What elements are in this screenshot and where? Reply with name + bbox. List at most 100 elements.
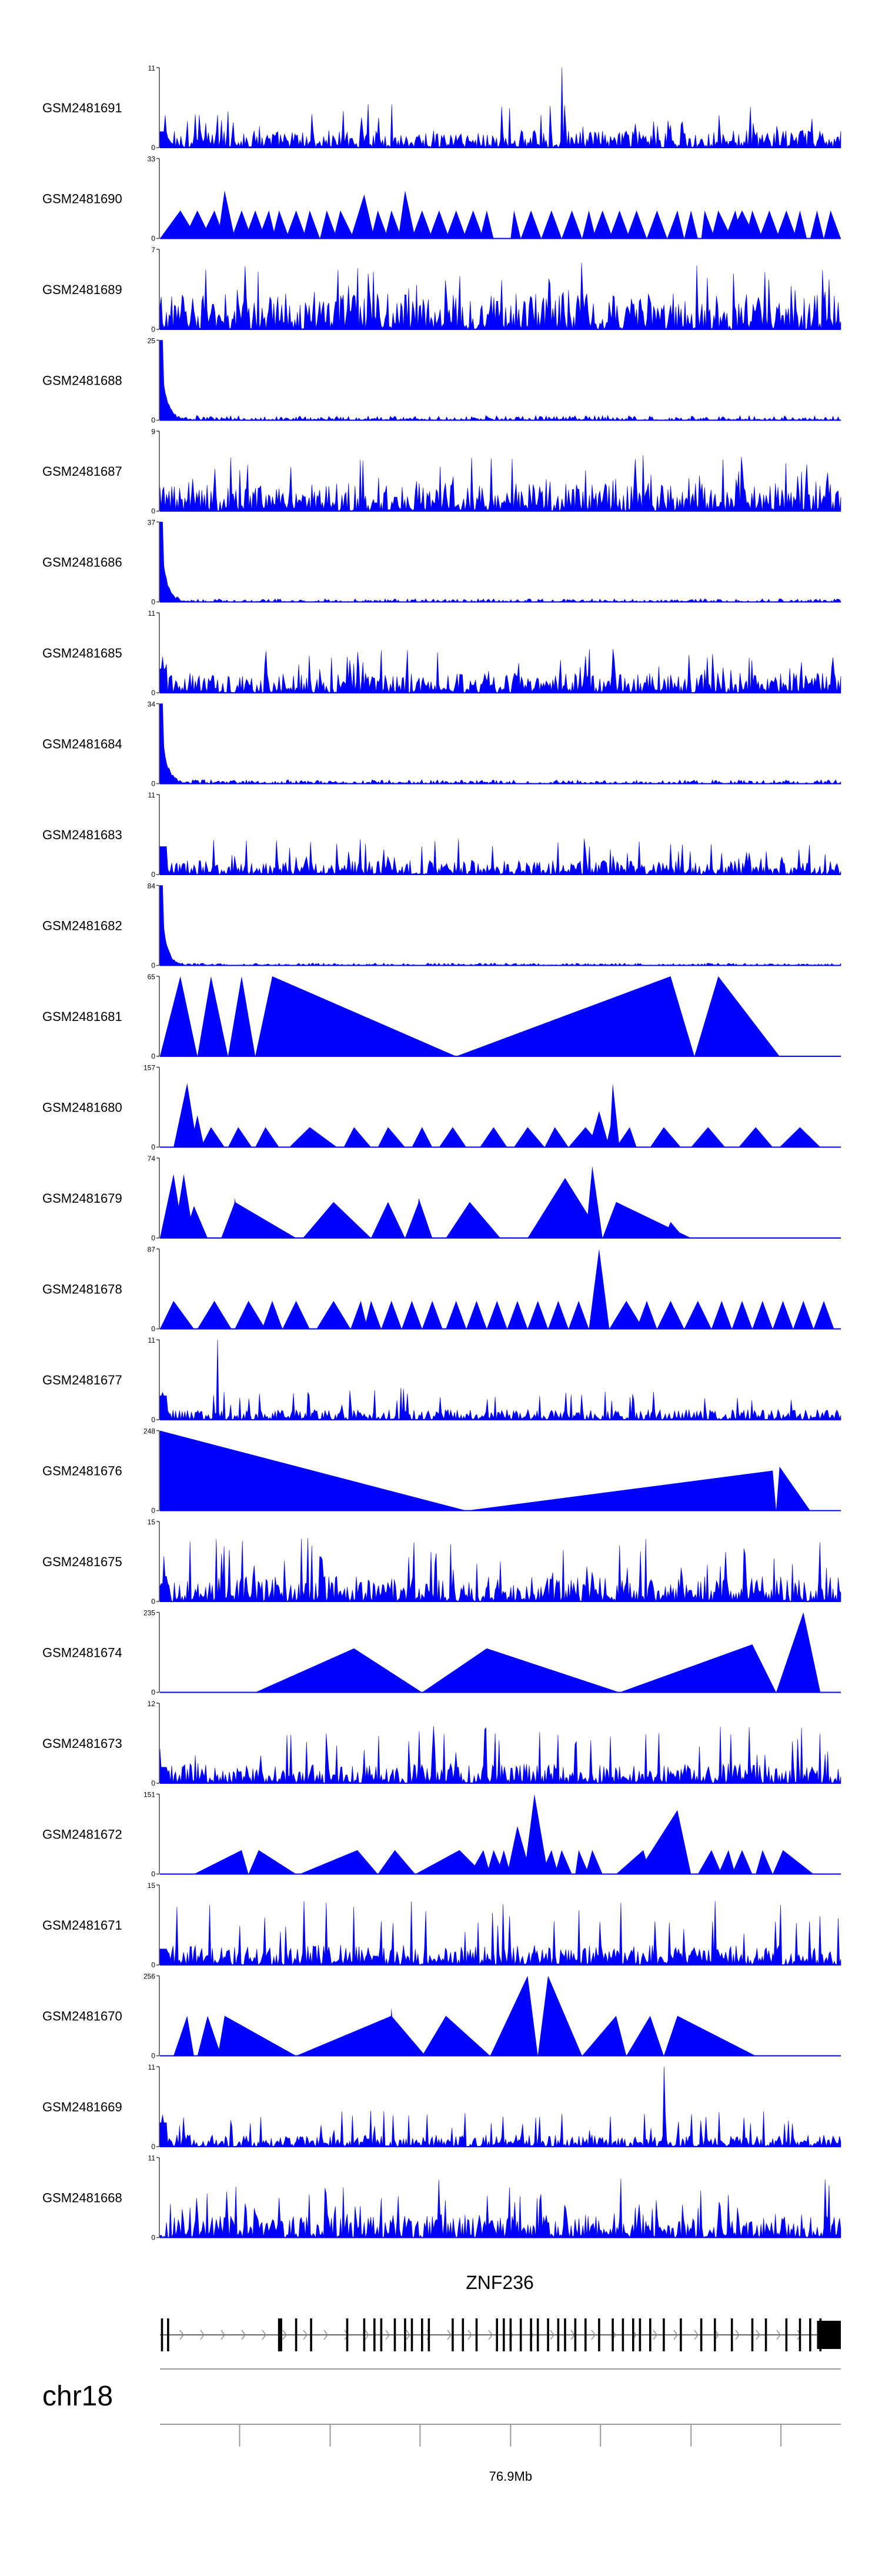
coverage-peak [463,210,484,239]
coverage-peak [197,1300,232,1329]
coverage-peak [691,1127,726,1147]
coverage-peak [514,1127,545,1147]
y-max-label: 37 [148,519,156,527]
y-min-label: 0 [151,2234,155,2242]
exon [639,2318,642,2351]
exon [310,2318,312,2351]
track-GSM2481685: GSM2481685 11 0 [42,609,841,697]
coverage-area [159,649,841,693]
exon [751,2318,754,2351]
coverage-peak [466,1470,776,1511]
coverage-peak [793,210,807,239]
exon [649,2318,652,2351]
coverage-peak [370,1202,405,1238]
strand-arrow [282,2330,287,2340]
track-GSM2481669: GSM2481669 11 0 [42,2063,841,2151]
track-label: GSM2481681 [42,1009,122,1024]
coverage-area [159,1726,841,1784]
strand-arrow [365,2330,369,2340]
coverage-area [159,522,841,603]
coverage-peak [711,210,732,239]
coverage-peak [160,1430,467,1511]
exon [295,2318,298,2351]
y-max-label: 157 [143,1064,155,1072]
track-GSM2481673: GSM2481673 12 0 [42,1700,841,1787]
coverage-peak [609,210,630,239]
coverage-peak [235,1300,266,1329]
exon [663,2318,665,2351]
y-min-label: 0 [151,1507,155,1515]
track-label: GSM2481680 [42,1100,122,1115]
coverage-peak [739,1127,773,1147]
coverage-area [159,1538,841,1602]
exon [278,2318,280,2351]
track-label: GSM2481683 [42,827,122,842]
coverage-peak [415,1198,433,1238]
strand-arrow [179,2330,184,2340]
coverage-peak [694,976,780,1056]
coverage-area [159,67,841,148]
coverage-peak [773,1300,793,1329]
track-GSM2481689: GSM2481689 7 0 [42,246,841,333]
coverage-peak [456,976,695,1056]
exon [519,2318,522,2351]
track-label: GSM2481669 [42,2100,122,2114]
exon [393,2318,396,2351]
y-max-label: 74 [148,1154,156,1163]
strand-arrow [673,2330,678,2340]
strand-arrow [385,2330,390,2340]
coverage-peak [650,1127,681,1147]
track-GSM2481677: GSM2481677 11 0 [42,1336,841,1424]
coverage-peak [385,210,402,239]
y-min-label: 0 [151,144,155,152]
coverage-area [159,1901,841,1966]
y-min-label: 0 [151,870,155,879]
y-min-label: 0 [151,1052,155,1060]
coverage-peak [810,210,824,239]
coverage-area [159,2066,841,2148]
coverage-peak [201,210,225,239]
track-GSM2481679: GSM2481679 74 0 [42,1154,841,1242]
coverage-peak [350,194,375,239]
strand-arrow [303,2330,308,2340]
coverage-peak [446,1202,500,1238]
coverage-peak [541,210,562,239]
coverage-peak [377,1850,416,1874]
coverage-peak [554,1850,572,1874]
coverage-peak [343,1127,371,1147]
track-label: GSM2481677 [42,1373,122,1387]
exon [410,2318,413,2351]
strand-arrow [714,2330,719,2340]
track-GSM2481684: GSM2481684 34 0 [42,700,841,788]
y-min-label: 0 [151,235,155,243]
coverage-peak [218,190,235,239]
y-max-label: 11 [148,64,156,72]
coverage-peak [429,210,450,239]
y-min-label: 0 [151,598,155,606]
axis-ticks [239,2424,782,2447]
coverage-peak [718,1850,736,1874]
track-label: GSM2481689 [42,282,122,297]
coverage-peak [480,210,494,239]
coverage-peak [350,1300,368,1329]
y-max-label: 15 [148,1518,156,1526]
exon [363,2318,366,2351]
exon [730,2318,733,2351]
strand-arrow [220,2330,225,2340]
y-max-label: 7 [151,246,155,254]
track-GSM2481672: GSM2481672 151 0 [42,1791,841,1878]
strand-arrow [550,2330,554,2340]
exon [373,2318,376,2351]
y-max-label: 84 [148,882,156,890]
strand-arrow [323,2330,328,2340]
coverage-peak [626,2016,664,2056]
coverage-peak [636,1300,657,1329]
chromosome-ideogram: chr18 76.9Mb [42,2368,841,2484]
coverage-peak [507,1826,532,1874]
coverage-peak [255,1648,422,1693]
coverage-peak [582,210,596,239]
coverage-peak [626,210,647,239]
coverage-peak [609,1083,620,1147]
exon [680,2318,682,2351]
